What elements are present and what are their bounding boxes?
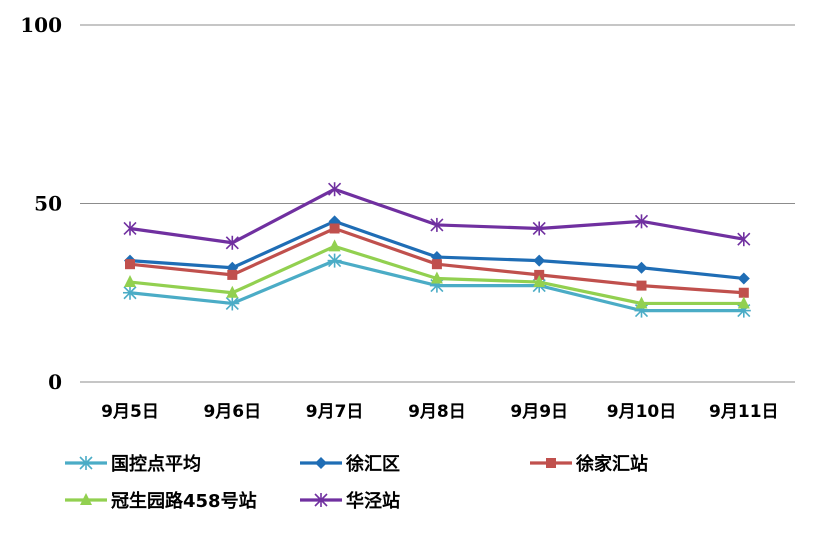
x-tick-label: 9月6日 xyxy=(203,402,261,422)
data-point xyxy=(534,269,545,280)
series-4 xyxy=(123,182,751,250)
y-tick-label: 50 xyxy=(34,192,62,216)
data-point xyxy=(226,285,239,298)
legend-marker xyxy=(546,458,556,468)
x-tick-label: 9月10日 xyxy=(607,402,677,422)
data-point xyxy=(634,214,649,229)
data-point xyxy=(430,217,444,232)
gridlines xyxy=(80,24,795,383)
legend-item: 国控点平均 xyxy=(65,453,201,475)
data-point xyxy=(532,221,546,236)
legend-label: 徐汇区 xyxy=(345,453,400,475)
data-point xyxy=(328,182,342,197)
data-point xyxy=(327,253,342,268)
data-point xyxy=(737,296,750,309)
x-axis: 9月5日 9月6日 9月7日 9月8日 9月9日 9月10日 9月11日 xyxy=(101,402,778,422)
legend-item: 徐汇区 xyxy=(300,453,400,475)
y-axis: 0 50 100 xyxy=(20,13,62,394)
data-point xyxy=(635,296,648,309)
legend-item: 徐家汇站 xyxy=(530,453,648,475)
x-tick-label: 9月9日 xyxy=(510,402,568,422)
legend-item: 冠生园路458号站 xyxy=(65,490,257,512)
data-point xyxy=(737,272,750,285)
legend-item: 华泾站 xyxy=(300,490,400,512)
data-point xyxy=(737,232,751,247)
data-point xyxy=(635,261,648,274)
x-tick-label: 9月11日 xyxy=(709,402,779,422)
data-point xyxy=(431,259,442,270)
legend-label: 华泾站 xyxy=(346,490,400,512)
x-tick-label: 9月8日 xyxy=(408,402,466,422)
y-tick-label: 0 xyxy=(48,370,62,394)
legend-label: 冠生园路458号站 xyxy=(111,490,257,512)
data-point xyxy=(123,221,137,236)
data-point xyxy=(636,280,647,291)
legend-marker xyxy=(314,493,328,507)
series-3 xyxy=(124,239,750,309)
series-lines xyxy=(123,182,751,318)
legend-marker xyxy=(79,456,93,470)
data-point xyxy=(225,296,240,311)
data-point xyxy=(123,285,137,300)
data-point xyxy=(225,235,239,250)
data-point xyxy=(125,259,135,270)
data-point xyxy=(227,269,238,280)
legend-label: 徐家汇站 xyxy=(575,453,648,475)
y-tick-label: 100 xyxy=(20,13,62,37)
data-point xyxy=(533,275,546,288)
data-point xyxy=(430,271,443,284)
data-point xyxy=(738,287,749,298)
data-point xyxy=(533,254,546,267)
data-point xyxy=(124,275,136,288)
x-tick-label: 9月5日 xyxy=(101,402,159,422)
legend-label: 国控点平均 xyxy=(111,453,201,475)
x-tick-label: 9月7日 xyxy=(306,402,364,422)
legend-marker xyxy=(315,457,327,469)
data-point xyxy=(329,223,340,234)
series-line xyxy=(129,187,745,245)
legend-marker xyxy=(80,493,92,505)
series-2 xyxy=(125,223,749,298)
data-point xyxy=(328,239,341,252)
series-0 xyxy=(123,253,751,318)
